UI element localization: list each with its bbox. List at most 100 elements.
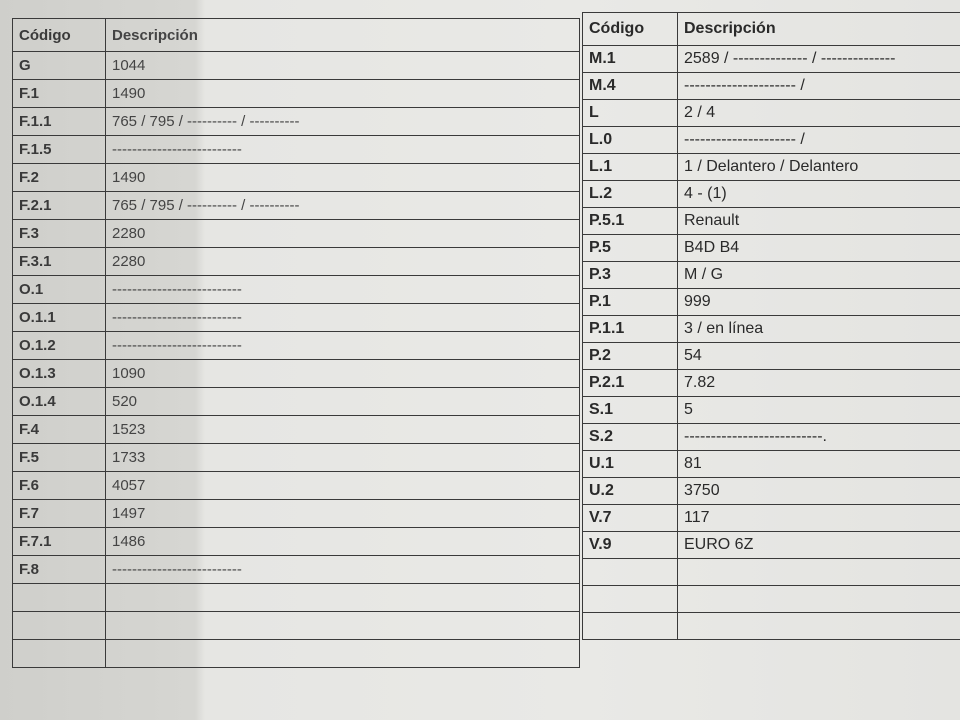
table-row: F.3.1 2280	[12, 247, 580, 276]
empty-row	[12, 611, 580, 640]
empty-cell	[12, 611, 106, 640]
cell-description: --------------------- /	[677, 126, 960, 154]
cell-code: F.4	[12, 415, 106, 444]
cell-description: 1523	[105, 415, 580, 444]
cell-code: S.1	[582, 396, 678, 424]
table-row: O.1.1 --------------------------	[12, 303, 580, 332]
cell-code: V.9	[582, 531, 678, 559]
table-row: P.1.1 3 / en línea	[582, 315, 960, 343]
cell-description: 54	[677, 342, 960, 370]
cell-code: P.1	[582, 288, 678, 316]
table-row: F.2 1490	[12, 163, 580, 192]
cell-code: G	[12, 51, 106, 80]
empty-cell	[582, 558, 678, 586]
cell-description: 81	[677, 450, 960, 478]
table-row: M.4 --------------------- /	[582, 72, 960, 100]
cell-code: O.1.1	[12, 303, 106, 332]
empty-cell	[582, 585, 678, 613]
cell-code: F.7.1	[12, 527, 106, 556]
table-row: P.1 999	[582, 288, 960, 316]
header-code: Código	[12, 18, 106, 52]
cell-code: L.1	[582, 153, 678, 181]
cell-description: B4D B4	[677, 234, 960, 262]
empty-row	[582, 558, 960, 586]
cell-code: F.5	[12, 443, 106, 472]
cell-description: 765 / 795 / ---------- / ----------	[105, 191, 580, 220]
empty-row	[12, 639, 580, 668]
cell-description: 1490	[105, 163, 580, 192]
table-row: F.4 1523	[12, 415, 580, 444]
cell-code: O.1	[12, 275, 106, 304]
table-row: S.2 --------------------------.	[582, 423, 960, 451]
cell-description: 2 / 4	[677, 99, 960, 127]
empty-cell	[12, 639, 106, 668]
empty-row	[12, 583, 580, 612]
cell-description: 2589 / -------------- / --------------	[677, 45, 960, 73]
cell-code: P.3	[582, 261, 678, 289]
left-code-table: Código Descripción G 1044 F.1 1490 F.1.1 765 …	[12, 18, 580, 668]
cell-code: U.1	[582, 450, 678, 478]
cell-code: L.0	[582, 126, 678, 154]
cell-description: --------------------- /	[677, 72, 960, 100]
table-row: O.1.3 1090	[12, 359, 580, 388]
header-row: Código Descripción	[582, 12, 960, 46]
cell-code: F.7	[12, 499, 106, 528]
cell-description: 520	[105, 387, 580, 416]
cell-code: O.1.3	[12, 359, 106, 388]
empty-row	[582, 585, 960, 613]
table-row: L.0 --------------------- /	[582, 126, 960, 154]
cell-code: F.3.1	[12, 247, 106, 276]
cell-description: 1 / Delantero / Delantero	[677, 153, 960, 181]
empty-cell	[105, 583, 580, 612]
cell-description: 2280	[105, 219, 580, 248]
cell-description: 1497	[105, 499, 580, 528]
cell-code: F.1	[12, 79, 106, 108]
cell-code: M.4	[582, 72, 678, 100]
cell-description: 3750	[677, 477, 960, 505]
empty-cell	[105, 611, 580, 640]
cell-description: 1490	[105, 79, 580, 108]
cell-code: L	[582, 99, 678, 127]
table-row: F.7.1 1486	[12, 527, 580, 556]
table-row: P.2.1 7.82	[582, 369, 960, 397]
cell-code: F.2.1	[12, 191, 106, 220]
table-row: F.6 4057	[12, 471, 580, 500]
table-row: O.1.2 --------------------------	[12, 331, 580, 360]
table-row: F.1.5 --------------------------	[12, 135, 580, 164]
cell-description: 117	[677, 504, 960, 532]
cell-code: S.2	[582, 423, 678, 451]
cell-code: U.2	[582, 477, 678, 505]
header-row: Código Descripción	[12, 18, 580, 52]
cell-description: --------------------------.	[677, 423, 960, 451]
cell-description: 3 / en línea	[677, 315, 960, 343]
cell-description: Renault	[677, 207, 960, 235]
table-row: P.2 54	[582, 342, 960, 370]
table-row: U.2 3750	[582, 477, 960, 505]
header-description: Descripción	[105, 18, 580, 52]
cell-description: 2280	[105, 247, 580, 276]
cell-code: P.2	[582, 342, 678, 370]
table-row: S.1 5	[582, 396, 960, 424]
cell-description: --------------------------	[105, 555, 580, 584]
table-row: O.1 --------------------------	[12, 275, 580, 304]
cell-code: P.1.1	[582, 315, 678, 343]
table-row: P.5.1 Renault	[582, 207, 960, 235]
empty-row	[582, 612, 960, 640]
table-row: V.9 EURO 6Z	[582, 531, 960, 559]
empty-cell	[105, 639, 580, 668]
cell-code: F.6	[12, 471, 106, 500]
table-row: O.1.4 520	[12, 387, 580, 416]
table-row: F.5 1733	[12, 443, 580, 472]
right-code-table: Código Descripción M.1 2589 / -----------…	[582, 12, 960, 640]
table-row: L.1 1 / Delantero / Delantero	[582, 153, 960, 181]
cell-code: F.8	[12, 555, 106, 584]
empty-cell	[582, 612, 678, 640]
cell-description: 999	[677, 288, 960, 316]
cell-description: --------------------------	[105, 331, 580, 360]
cell-description: EURO 6Z	[677, 531, 960, 559]
header-description: Descripción	[677, 12, 960, 46]
cell-description: 1090	[105, 359, 580, 388]
cell-description: 4057	[105, 471, 580, 500]
empty-cell	[677, 585, 960, 613]
